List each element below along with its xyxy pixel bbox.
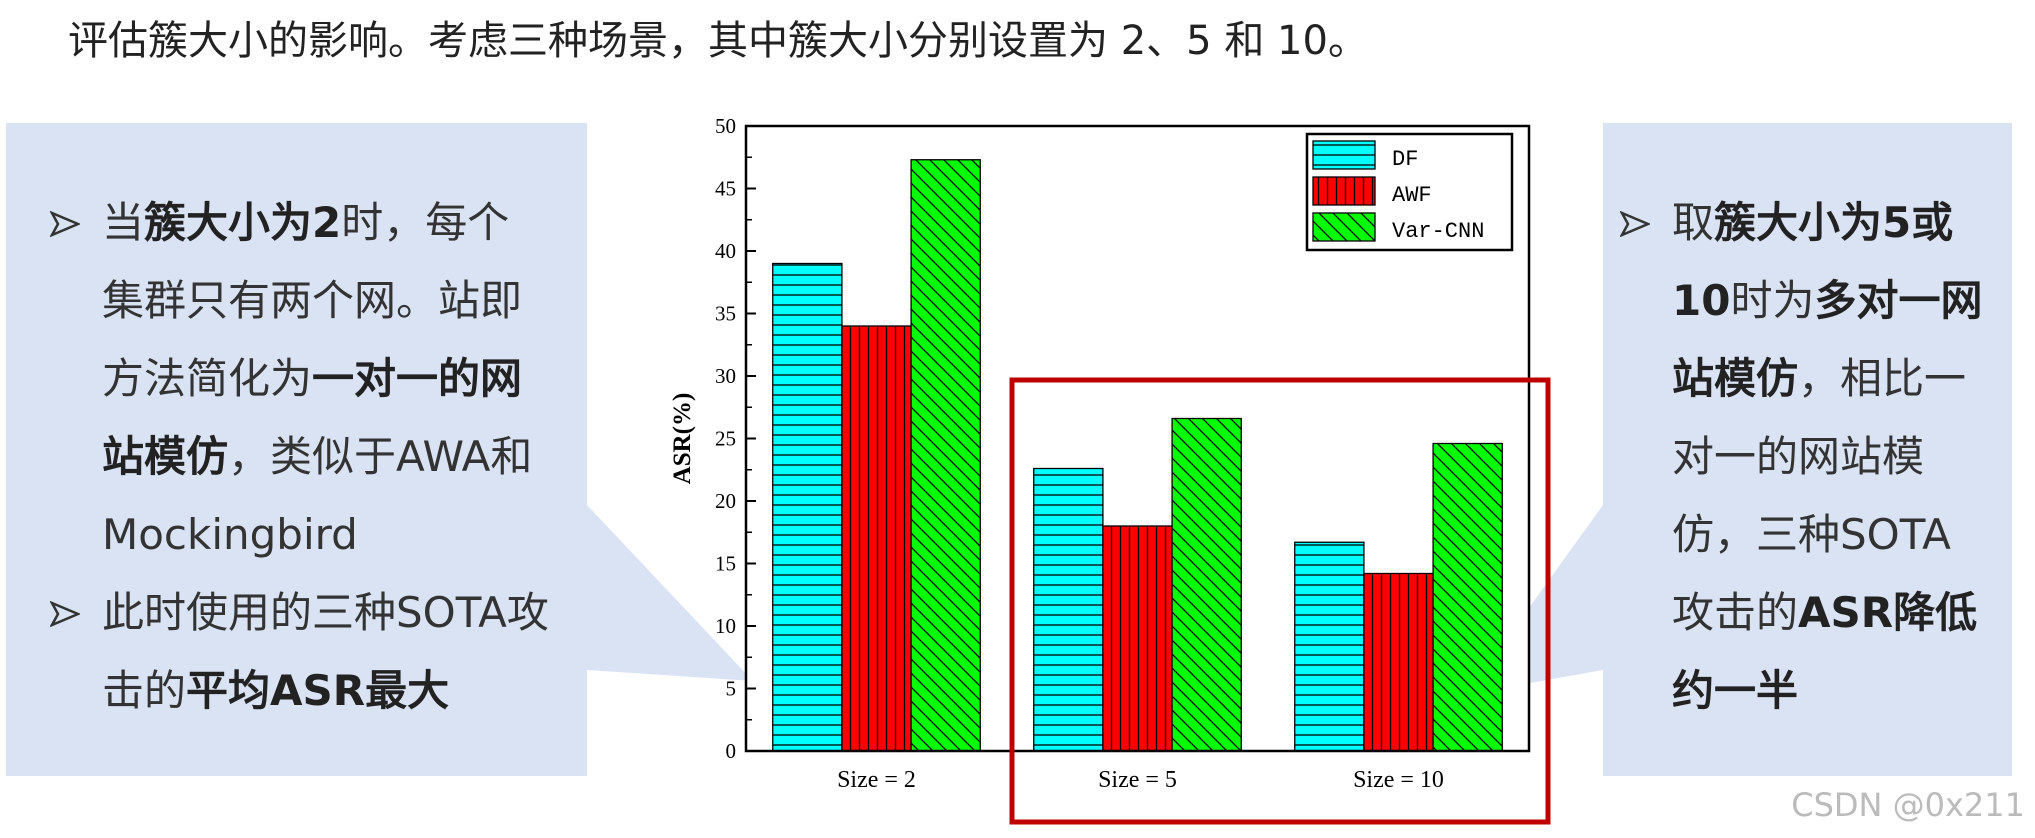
legend-swatch-hatch bbox=[1313, 141, 1375, 169]
legend-swatch-hatch bbox=[1313, 177, 1375, 205]
text-run: ，类似于AWA和 Mockingbird bbox=[102, 432, 533, 559]
bar-group bbox=[841, 325, 912, 752]
bar-hatch bbox=[1363, 573, 1434, 751]
bar-group bbox=[1363, 572, 1434, 752]
text-run: 时为 bbox=[1730, 276, 1815, 325]
y-tick-label: 20 bbox=[715, 489, 736, 513]
left-pointer bbox=[587, 505, 753, 681]
bullet-arrow bbox=[1619, 210, 1652, 238]
bullet-marker bbox=[49, 574, 102, 730]
left-box bbox=[6, 123, 587, 776]
y-tick-label: 35 bbox=[715, 302, 736, 326]
y-tick-label: 0 bbox=[726, 739, 737, 763]
bold-run: 簇大小为2 bbox=[144, 198, 342, 247]
bar-group bbox=[910, 159, 981, 752]
legend-label: DF bbox=[1392, 147, 1418, 172]
text-run: 此时使用的三种SOTA攻击的 bbox=[102, 588, 549, 715]
legend-label: AWF bbox=[1392, 183, 1432, 208]
bold-run: 多对一网站模仿 bbox=[1672, 276, 1983, 403]
y-tick-label: 15 bbox=[715, 552, 736, 576]
x-tick-label: Size = 5 bbox=[1098, 767, 1177, 793]
y-tick-label: 45 bbox=[715, 177, 736, 201]
bar-hatch bbox=[1294, 542, 1364, 751]
bullet: 此时使用的三种SOTA攻击的平均ASR最大 bbox=[49, 574, 550, 730]
bullet-text: 取簇大小为5或10时为多对一网站模仿，相比一对一的网站模仿，三种SOTA攻击的A… bbox=[1672, 184, 1990, 730]
bar-hatch bbox=[1033, 468, 1103, 751]
right-panel: 取簇大小为5或10时为多对一网站模仿，相比一对一的网站模仿，三种SOTA攻击的A… bbox=[1619, 184, 1990, 730]
x-tick-label: Size = 10 bbox=[1353, 767, 1444, 793]
chart: 0 5 10 15 20 25 30 35 40 45 50 Size = 2 Size = 5 Size… bbox=[669, 114, 1531, 793]
bullet-marker bbox=[49, 184, 102, 574]
bar-hatch bbox=[911, 159, 981, 751]
bar-group bbox=[1102, 525, 1173, 752]
bullet: 当簇大小为2时，每个集群只有两个网。站即方法简化为一对一的网站模仿，类似于AWA… bbox=[49, 184, 550, 574]
intro-text: 评估簇大小的影响。考虑三种场景，其中簇大小分别设置为 2、5 和 10。 bbox=[68, 18, 1368, 64]
watermark: CSDN @0x211 bbox=[1791, 786, 2025, 824]
bar-hatch bbox=[1433, 443, 1503, 751]
bullet-text: 此时使用的三种SOTA攻击的平均ASR最大 bbox=[102, 574, 550, 730]
x-tick-label: Size = 2 bbox=[837, 767, 916, 793]
bar-hatch bbox=[1102, 526, 1173, 751]
bullet-text: 当簇大小为2时，每个集群只有两个网。站即方法简化为一对一的网站模仿，类似于AWA… bbox=[102, 184, 550, 574]
y-tick-label: 25 bbox=[715, 427, 736, 451]
legend-swatch-hatch bbox=[1313, 213, 1375, 241]
y-tick-label: 5 bbox=[726, 677, 737, 701]
bold-run: 一对一的网站模仿 bbox=[102, 354, 523, 481]
bold-run: 簇大小为5或10 bbox=[1672, 198, 1954, 325]
bold-run: ASR降低约一半 bbox=[1672, 588, 1978, 715]
bar-hatch bbox=[772, 263, 842, 751]
y-tick-label: 40 bbox=[715, 239, 736, 263]
bullet-arrow bbox=[49, 210, 82, 238]
bar-group bbox=[772, 262, 843, 752]
bullet-arrow bbox=[49, 600, 82, 628]
legend-label: Var-CNN bbox=[1392, 219, 1484, 244]
bullet-marker bbox=[1619, 184, 1672, 730]
bar-hatch bbox=[841, 326, 912, 751]
bar-group bbox=[1033, 467, 1104, 752]
text-run: 当 bbox=[102, 198, 145, 247]
bar-group bbox=[1432, 442, 1503, 752]
right-box bbox=[1603, 123, 2012, 776]
left-panel: 当簇大小为2时，每个集群只有两个网。站即方法简化为一对一的网站模仿，类似于AWA… bbox=[49, 184, 550, 730]
y-tick-label: 10 bbox=[715, 614, 736, 638]
bullet: 取簇大小为5或10时为多对一网站模仿，相比一对一的网站模仿，三种SOTA攻击的A… bbox=[1619, 184, 1990, 730]
y-tick-label: 50 bbox=[715, 114, 736, 138]
bar-group bbox=[1171, 417, 1242, 752]
bar-hatch bbox=[1172, 418, 1242, 751]
y-axis-label: ASR(%) bbox=[669, 393, 696, 485]
text-run: 取 bbox=[1672, 198, 1715, 247]
highlight-box bbox=[1009, 377, 1551, 825]
bar-group bbox=[1294, 541, 1365, 752]
bold-run: 平均ASR最大 bbox=[186, 666, 450, 715]
text-run: ，相比一对一的网站模仿，三种SOTA攻击的 bbox=[1672, 354, 1967, 637]
text-run: 时，每个集群只有两个网。站即方法简化为 bbox=[102, 198, 523, 403]
y-tick-label: 30 bbox=[715, 364, 736, 388]
